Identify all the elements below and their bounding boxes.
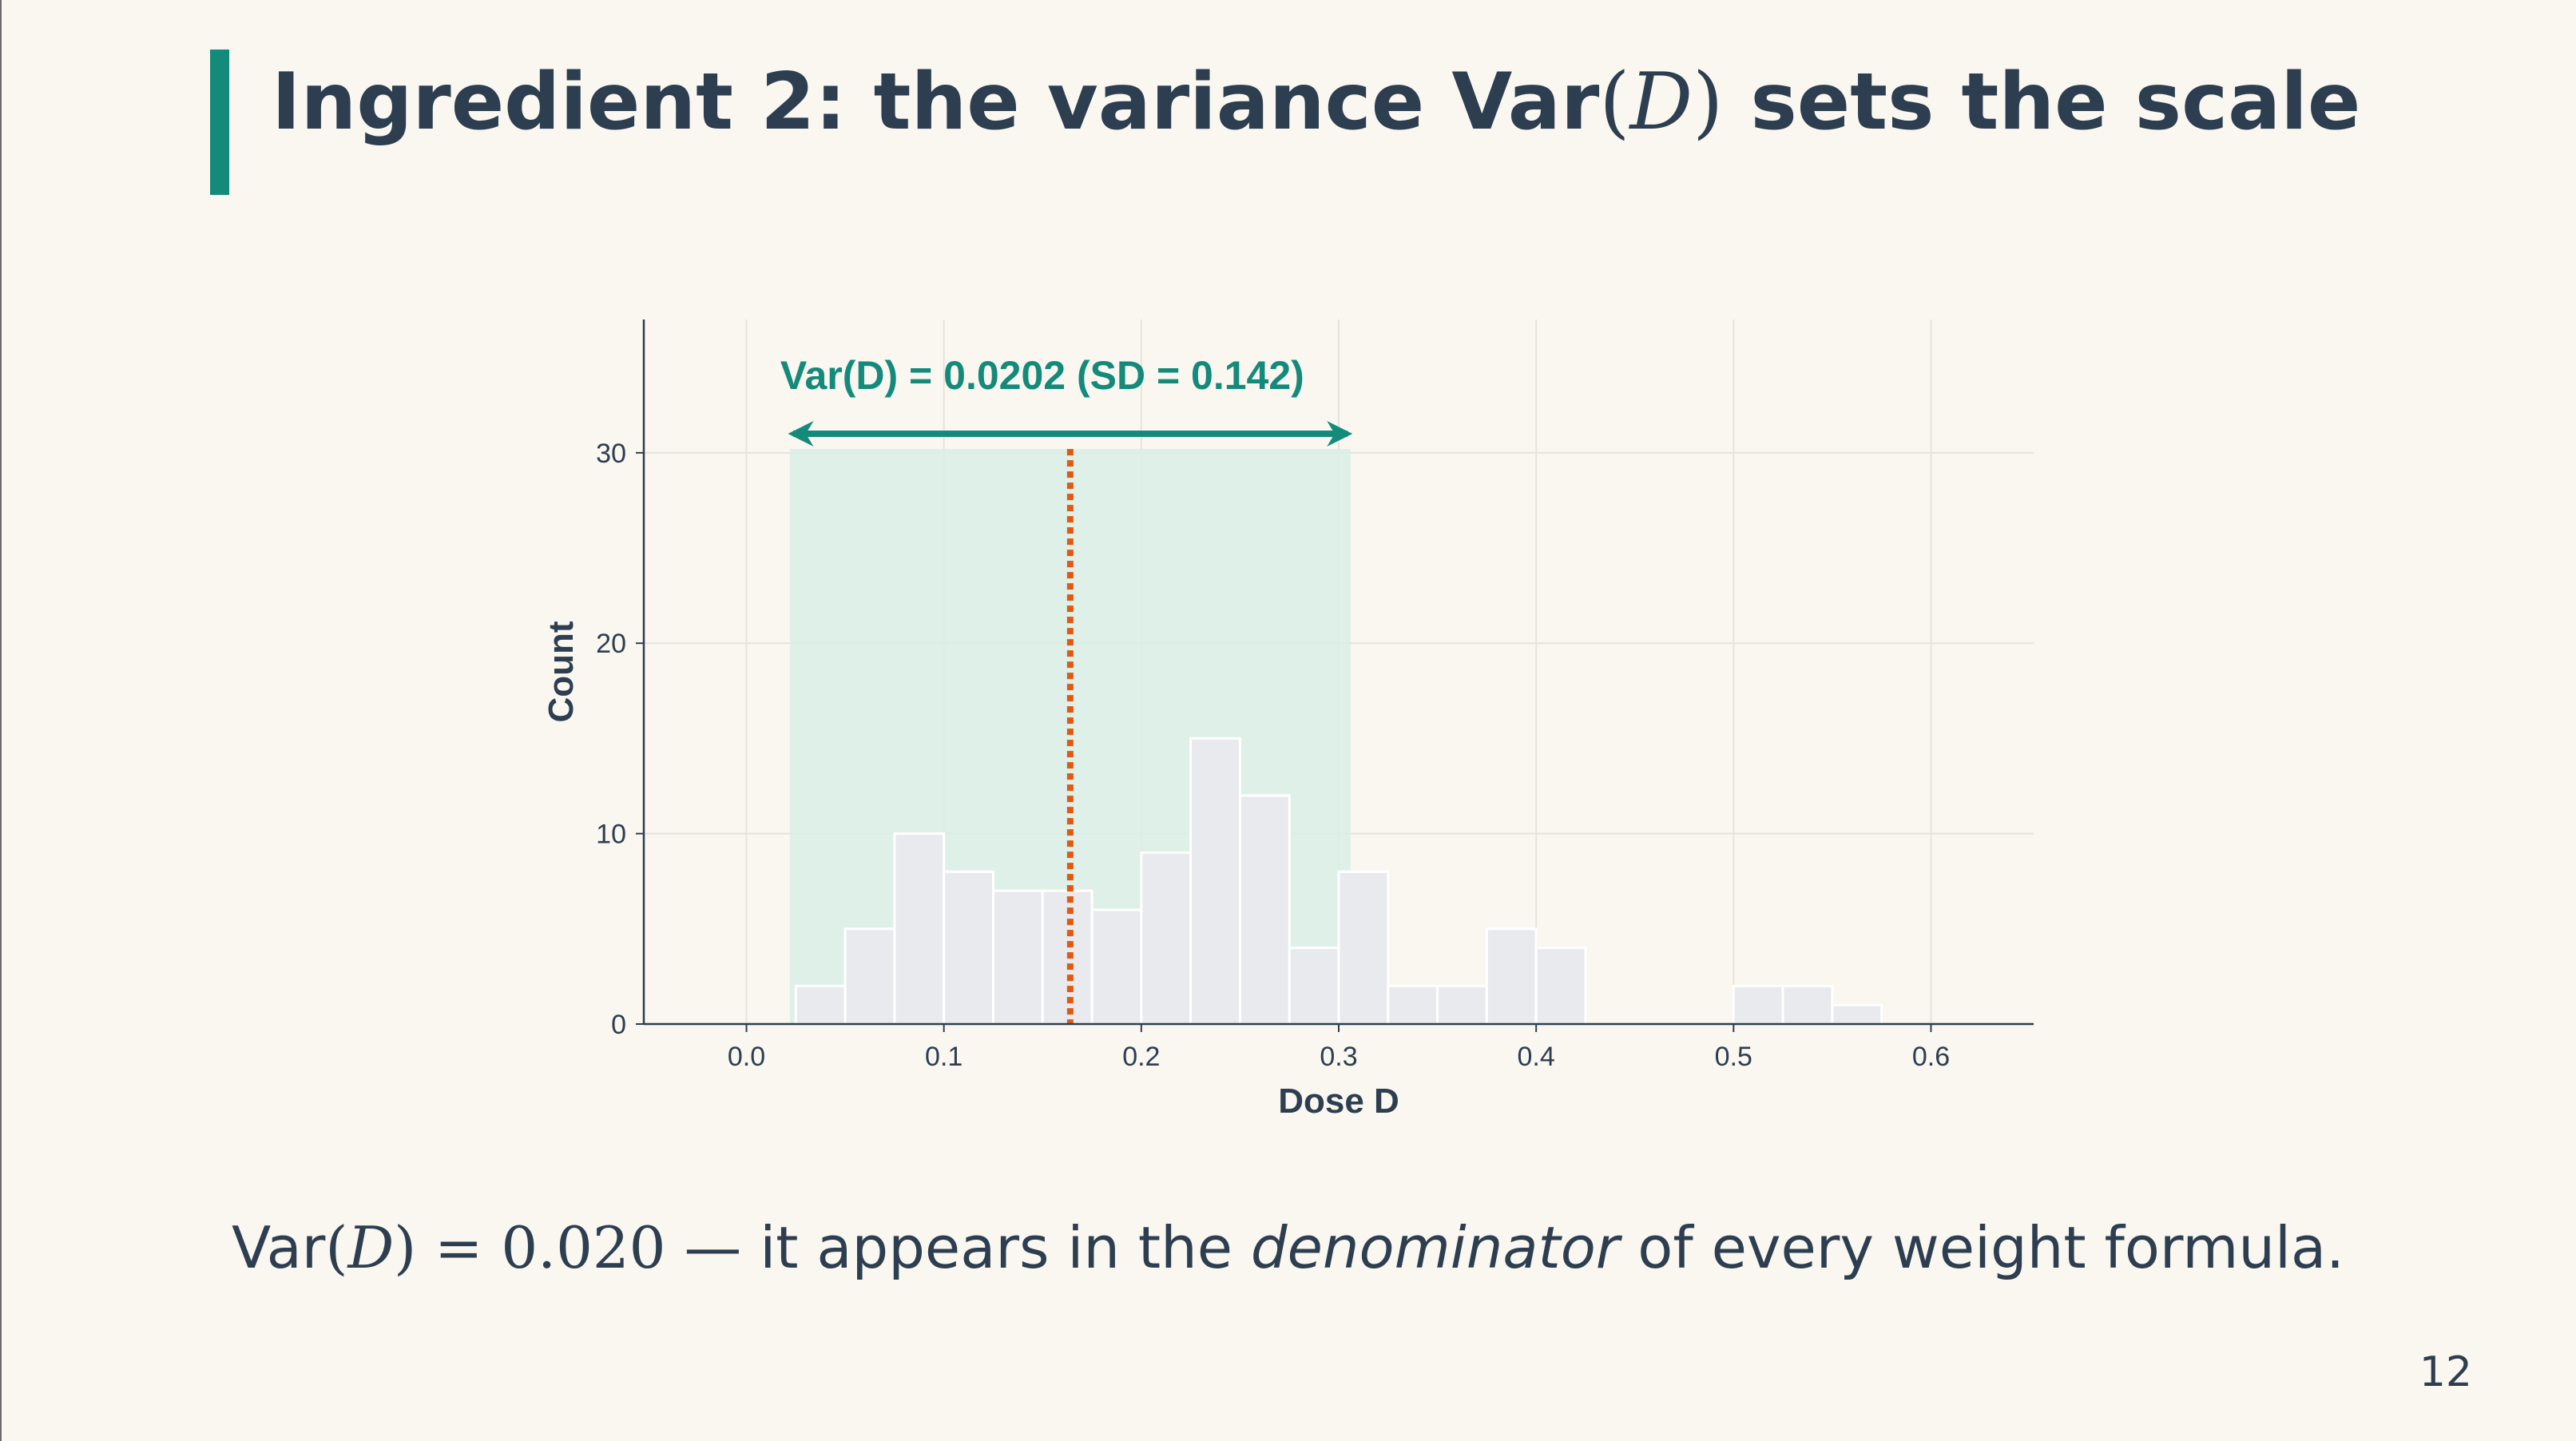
- x-tick-label: 0.6: [1912, 1042, 1950, 1072]
- histogram-bar: [1387, 984, 1439, 1026]
- y-tick-label: 30: [596, 439, 626, 469]
- histogram-chart: 0.0 0.1 0.2 0.3 0.4 0.5 0.6 0 10 20 30 Dose D Count V…: [542, 320, 2034, 1121]
- caption-text-before: — it appears in the: [665, 1214, 1251, 1281]
- variance-annotation: Var(D) = 0.0202 (SD = 0.142): [780, 353, 1304, 398]
- slide-title-math-open: (: [1599, 57, 1630, 148]
- caption-emphasis: denominator: [1250, 1214, 1620, 1281]
- caption-math-close: ): [394, 1214, 417, 1281]
- histogram-bar: [843, 927, 896, 1026]
- caption-text-after: of every weight formula.: [1619, 1214, 2345, 1281]
- title-accent-bar: [210, 50, 229, 195]
- histogram-bar: [1238, 794, 1291, 1026]
- slide-title-math-close: ): [1693, 57, 1724, 148]
- histogram-bar: [794, 984, 847, 1026]
- histogram-bar: [1436, 984, 1488, 1026]
- histogram-bar: [1831, 1003, 1883, 1026]
- x-axis-label: Dose D: [1278, 1082, 1399, 1121]
- y-tick-label: 0: [611, 1010, 626, 1040]
- slide-title-suffix: sets the scale: [1723, 57, 2361, 148]
- histogram-bar: [1732, 984, 1784, 1026]
- histogram-bar: [1534, 947, 1587, 1026]
- caption-math-eq: = 0.020: [416, 1214, 666, 1281]
- x-tick-label: 0.0: [728, 1042, 765, 1072]
- histogram-bar: [1337, 870, 1390, 1026]
- histogram-bar: [1288, 947, 1340, 1026]
- x-tick-label: 0.2: [1122, 1042, 1160, 1072]
- histogram-bar: [943, 870, 994, 1026]
- histogram-bar: [1090, 908, 1143, 1026]
- slide-title-math-var: D: [1629, 57, 1693, 148]
- x-tick-label: 0.5: [1715, 1042, 1752, 1072]
- histogram-bar: [893, 832, 946, 1026]
- left-border: [0, 0, 2, 1441]
- slide-title-prefix: Ingredient 2: the variance Var: [272, 57, 1600, 148]
- y-axis-label: Count: [542, 621, 581, 722]
- x-tick-label: 0.3: [1320, 1042, 1357, 1072]
- x-tick-label: 0.1: [925, 1042, 963, 1072]
- caption-var-label: Var: [231, 1214, 326, 1281]
- page-number: 12: [2419, 1348, 2472, 1396]
- histogram-bar: [1781, 984, 1834, 1026]
- histogram-bar: [1189, 736, 1241, 1026]
- slide-caption: Var(D) = 0.020 — it appears in the denom…: [0, 1214, 2576, 1281]
- caption-math-open: (: [325, 1214, 348, 1281]
- histogram-bar: [1485, 927, 1538, 1026]
- histogram-bar: [1140, 851, 1193, 1026]
- slide-title: Ingredient 2: the variance Var(D) sets t…: [272, 46, 2360, 158]
- histogram-bar: [991, 889, 1044, 1026]
- y-tick-label: 10: [596, 820, 626, 850]
- x-tick-label: 0.4: [1518, 1042, 1555, 1072]
- y-tick-label: 20: [596, 629, 626, 659]
- caption-math-var: D: [347, 1214, 395, 1281]
